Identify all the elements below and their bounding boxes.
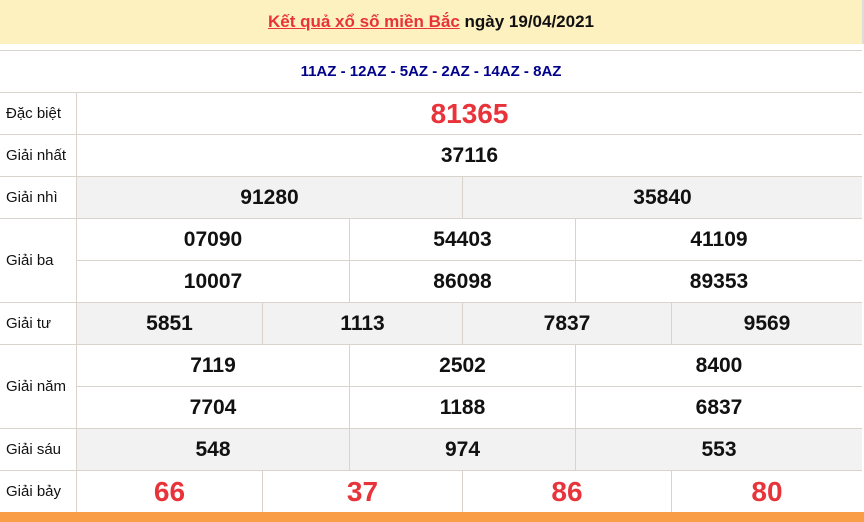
results-header: Kết quả xổ số miền Bắc ngày 19/04/2021: [0, 0, 864, 44]
title-link[interactable]: Kết quả xổ số miền Bắc: [268, 12, 460, 31]
prize-number: 86: [463, 471, 672, 512]
prize-label: Giải nhất: [0, 135, 77, 176]
prize-number: 5851: [77, 303, 263, 344]
prize-number: 2502: [350, 345, 576, 386]
prize-number: 974: [350, 429, 576, 470]
prize-label: Giải nhì: [0, 177, 77, 218]
prize-number: 81365: [430, 97, 509, 129]
prize-row-first: Giải nhất 37116: [0, 135, 862, 177]
prize-row-fourth: Giải tư 5851 1113 7837 9569: [0, 303, 862, 345]
prize-number: 91280: [77, 177, 463, 218]
prize-row-third: Giải ba 07090 54403 41109 10007 86098 89353: [0, 219, 862, 303]
prize-number: 6837: [695, 395, 743, 419]
prize-number: 86098: [350, 261, 576, 302]
prize-number: 10007: [77, 261, 350, 302]
prize-number: 54403: [350, 219, 576, 260]
prize-label: Giải ba: [0, 219, 77, 302]
prize-number: 7704: [77, 387, 350, 428]
prize-row-sixth: Giải sáu 548 974 553: [0, 429, 862, 471]
prize-label: Giải tư: [0, 303, 77, 344]
prize-number: 37: [263, 471, 463, 512]
ticket-codes: 11AZ - 12AZ - 5AZ - 2AZ - 14AZ - 8AZ: [0, 51, 862, 93]
prize-number: 66: [77, 471, 263, 512]
prize-label: Đặc biệt: [0, 93, 77, 134]
prize-number: 8400: [695, 353, 743, 377]
prize-label: Giải sáu: [0, 429, 77, 470]
date-text: ngày 19/04/2021: [459, 12, 595, 31]
results-table: 11AZ - 12AZ - 5AZ - 2AZ - 14AZ - 8AZ Đặc…: [0, 50, 862, 513]
footer-bar: [0, 512, 864, 522]
prize-label: Giải bảy: [0, 471, 77, 512]
prize-number: 7837: [463, 303, 672, 344]
prize-label: Giải năm: [0, 345, 77, 428]
prize-row-special: Đặc biệt 81365: [0, 93, 862, 135]
prize-row-second: Giải nhì 91280 35840: [0, 177, 862, 219]
prize-number: 548: [77, 429, 350, 470]
prize-number: 07090: [77, 219, 350, 260]
prize-number: 1188: [350, 387, 576, 428]
prize-number: 37116: [440, 143, 499, 167]
prize-number: 7119: [77, 345, 350, 386]
prize-row-fifth: Giải năm 7119 2502 8400 7704 1188 6837: [0, 345, 862, 429]
prize-number: 35840: [463, 177, 862, 218]
prize-number: 80: [751, 475, 783, 507]
prize-row-seventh: Giải bảy 66 37 86 80: [0, 471, 862, 513]
prize-number: 41109: [690, 227, 748, 251]
prize-number: 553: [576, 429, 862, 470]
prize-number: 89353: [689, 269, 749, 293]
prize-number: 9569: [672, 303, 862, 344]
prize-number: 1113: [263, 303, 463, 344]
